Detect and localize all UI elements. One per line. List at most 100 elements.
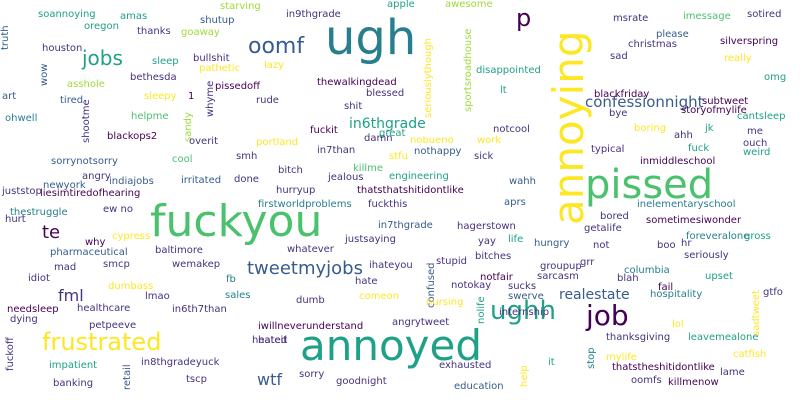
word-80: portland bbox=[256, 137, 299, 148]
word-46: asshole bbox=[67, 79, 105, 90]
word-87: fuck bbox=[688, 143, 710, 154]
word-41: pathetic bbox=[199, 63, 241, 74]
word-79: me bbox=[747, 126, 763, 137]
word-92: smh bbox=[236, 151, 258, 162]
word-197: killmenow bbox=[668, 377, 719, 388]
word-44: really bbox=[724, 53, 752, 64]
word-194: education bbox=[454, 381, 504, 392]
word-162: needsleep bbox=[7, 304, 59, 315]
word-30: thanks bbox=[137, 26, 171, 37]
word-0: ugh bbox=[325, 10, 417, 66]
word-62: storyofmylife bbox=[681, 105, 747, 116]
word-173: sadtweet bbox=[751, 289, 762, 336]
word-137: smcp bbox=[103, 259, 130, 270]
word-124: justsaying bbox=[345, 234, 396, 245]
word-69: blackops2 bbox=[107, 131, 158, 142]
word-83: damn bbox=[364, 133, 393, 144]
word-24: awesome bbox=[445, 0, 493, 10]
word-48: omg bbox=[764, 72, 787, 83]
word-138: wemakep bbox=[172, 259, 221, 270]
word-100: indiajobs bbox=[109, 176, 154, 187]
word-103: thatsthatshitidontlike bbox=[357, 185, 464, 196]
word-157: sales bbox=[225, 290, 251, 301]
word-106: juststop bbox=[2, 186, 42, 197]
word-186: thatstheshitidontlike bbox=[612, 362, 715, 373]
word-158: hospitality bbox=[650, 289, 703, 300]
word-15: fml bbox=[58, 286, 84, 305]
word-172: lol bbox=[672, 319, 684, 330]
word-37: houston bbox=[42, 43, 83, 54]
word-42: lazy bbox=[264, 60, 285, 71]
word-176: thanksgiving bbox=[606, 332, 671, 343]
word-71: fuckit bbox=[310, 125, 338, 136]
word-45: wow bbox=[39, 63, 50, 86]
word-177: leavemealone bbox=[688, 332, 759, 343]
word-116: hurt bbox=[5, 214, 26, 225]
word-151: dumbass bbox=[108, 281, 154, 292]
word-169: in6th7than bbox=[172, 304, 227, 315]
word-163: healthcare bbox=[77, 303, 131, 314]
word-115: sometimesiwonder bbox=[646, 215, 742, 226]
word-160: gtfo bbox=[763, 287, 783, 298]
word-150: blah bbox=[617, 273, 639, 284]
word-109: fuckthis bbox=[368, 199, 408, 210]
word-58: rude bbox=[256, 95, 279, 106]
word-57: whyme bbox=[205, 80, 216, 117]
word-135: idiot bbox=[28, 273, 50, 284]
word-118: hagerstown bbox=[457, 221, 516, 232]
word-47: bethesda bbox=[130, 72, 177, 83]
word-145: notfair bbox=[480, 272, 513, 283]
word-171: angrytweet bbox=[392, 317, 450, 328]
word-51: lt bbox=[500, 85, 507, 96]
word-188: it bbox=[548, 357, 555, 368]
word-32: seriouslythough bbox=[423, 37, 434, 118]
word-67: bye bbox=[609, 108, 628, 119]
word-84: nothappy bbox=[414, 146, 462, 157]
word-189: lame bbox=[720, 367, 745, 378]
word-128: not bbox=[593, 240, 610, 251]
word-95: angry bbox=[82, 171, 111, 182]
word-193: goodnight bbox=[336, 376, 387, 387]
word-25: msrate bbox=[613, 13, 649, 24]
word-73: nobueno bbox=[410, 135, 454, 146]
word-54: art bbox=[2, 91, 17, 102]
word-5: frustrated bbox=[42, 328, 162, 356]
word-43: disappointed bbox=[476, 65, 541, 76]
word-140: groupup bbox=[540, 261, 582, 272]
word-159: swerve bbox=[508, 291, 544, 302]
word-97: jealous bbox=[328, 172, 364, 183]
word-56: 1 bbox=[188, 91, 195, 102]
word-166: nolife bbox=[476, 296, 487, 324]
word-14: te bbox=[42, 222, 61, 243]
word-167: internship bbox=[499, 307, 550, 318]
word-39: sleep bbox=[152, 56, 179, 67]
word-36: silverspring bbox=[720, 36, 779, 47]
word-111: bored bbox=[600, 211, 629, 222]
word-1: fuckyou bbox=[150, 196, 323, 247]
word-119: getalife bbox=[584, 223, 622, 234]
word-155: fail bbox=[658, 282, 674, 293]
word-22: in9thgrade bbox=[286, 9, 341, 20]
word-195: help bbox=[519, 365, 530, 387]
word-60: subtweet bbox=[702, 96, 749, 107]
word-7: job bbox=[586, 299, 629, 332]
word-123: whatever bbox=[287, 244, 334, 255]
word-3: annoying bbox=[544, 30, 593, 225]
word-113: ew no bbox=[103, 204, 133, 215]
word-141: grr bbox=[580, 257, 595, 268]
word-154: sucks bbox=[508, 281, 537, 292]
word-93: stfu bbox=[389, 151, 408, 162]
word-132: pharmaceutical bbox=[50, 247, 128, 258]
word-70: overit bbox=[189, 136, 218, 147]
word-86: typical bbox=[591, 144, 625, 155]
word-26: imessage bbox=[683, 11, 731, 22]
word-13: p bbox=[516, 4, 532, 32]
word-110: aprs bbox=[504, 197, 526, 208]
word-49: thewalkingdead bbox=[317, 77, 397, 88]
word-191: retail bbox=[122, 364, 133, 390]
word-90: sorrynotsorry bbox=[51, 156, 118, 167]
word-187: sorry bbox=[299, 369, 325, 380]
word-21: shutup bbox=[200, 15, 235, 26]
word-63: ohwell bbox=[5, 113, 38, 124]
word-149: sarcasm bbox=[537, 271, 579, 282]
